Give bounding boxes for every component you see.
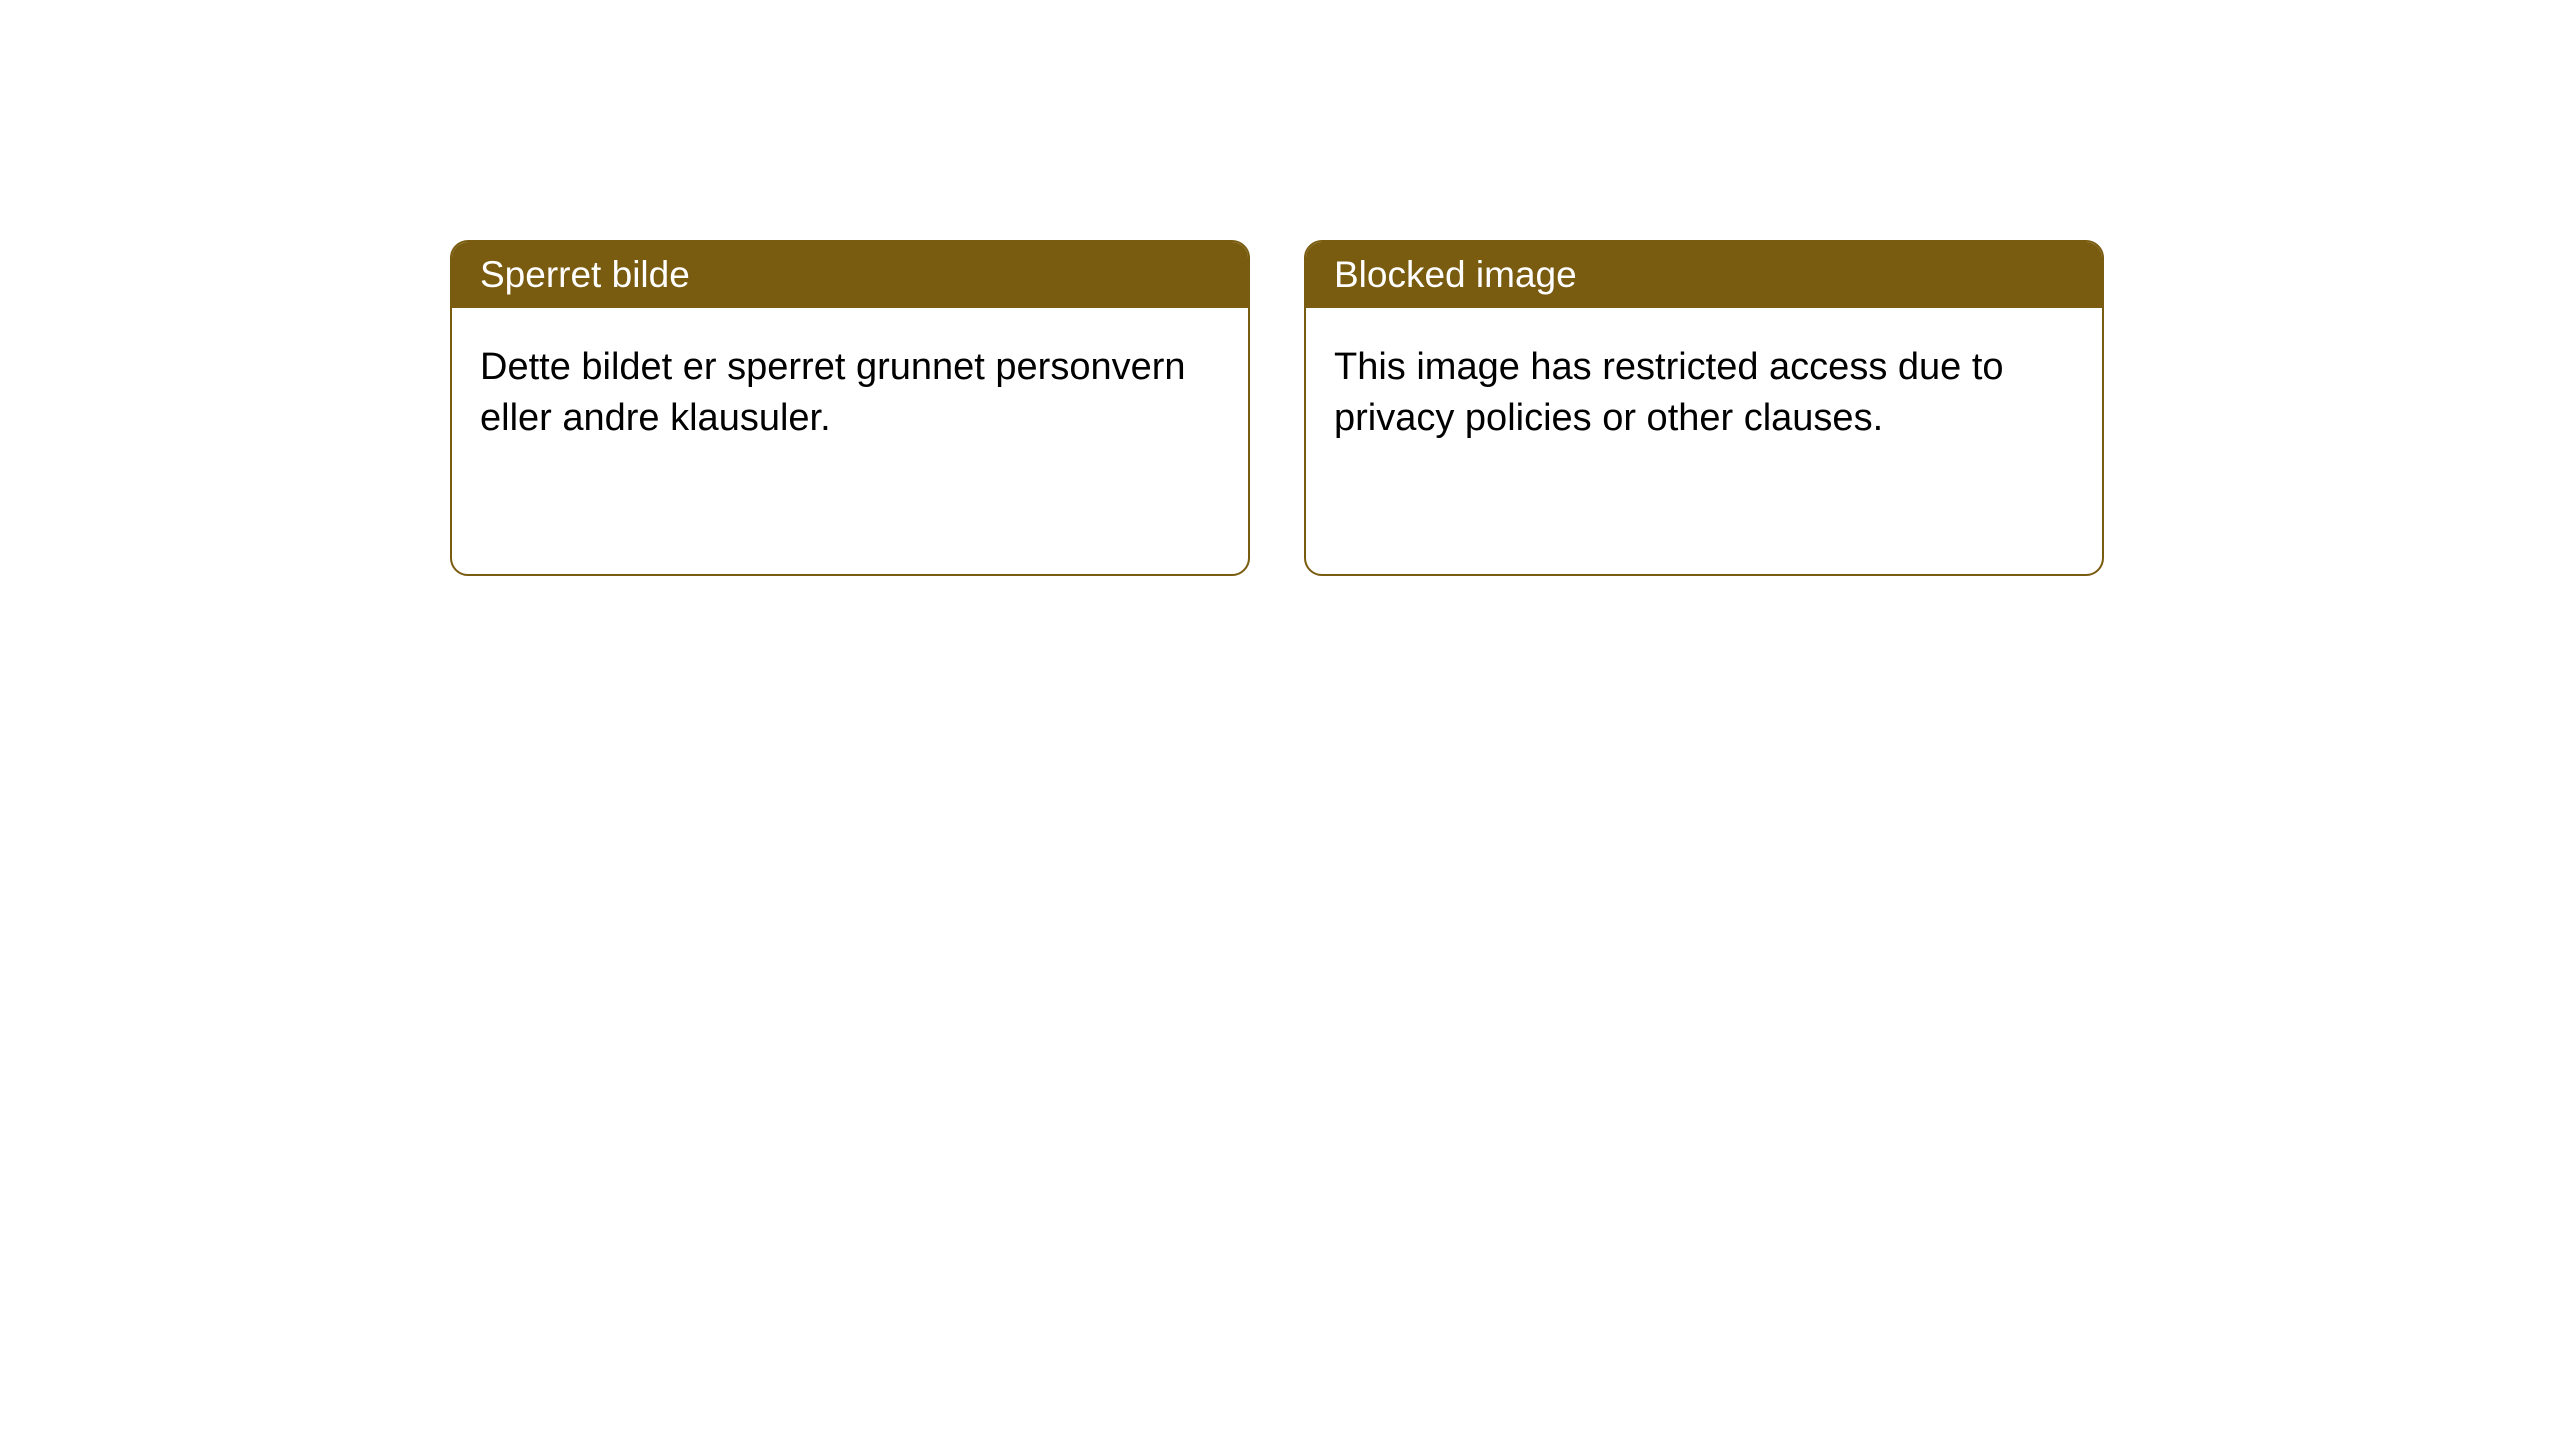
notice-body-norwegian: Dette bildet er sperret grunnet personve… [452,308,1248,479]
notice-header-english: Blocked image [1306,242,2102,308]
notice-card-norwegian: Sperret bilde Dette bildet er sperret gr… [450,240,1250,576]
notice-header-norwegian: Sperret bilde [452,242,1248,308]
notice-card-english: Blocked image This image has restricted … [1304,240,2104,576]
notice-container: Sperret bilde Dette bildet er sperret gr… [450,240,2104,576]
notice-body-english: This image has restricted access due to … [1306,308,2102,479]
